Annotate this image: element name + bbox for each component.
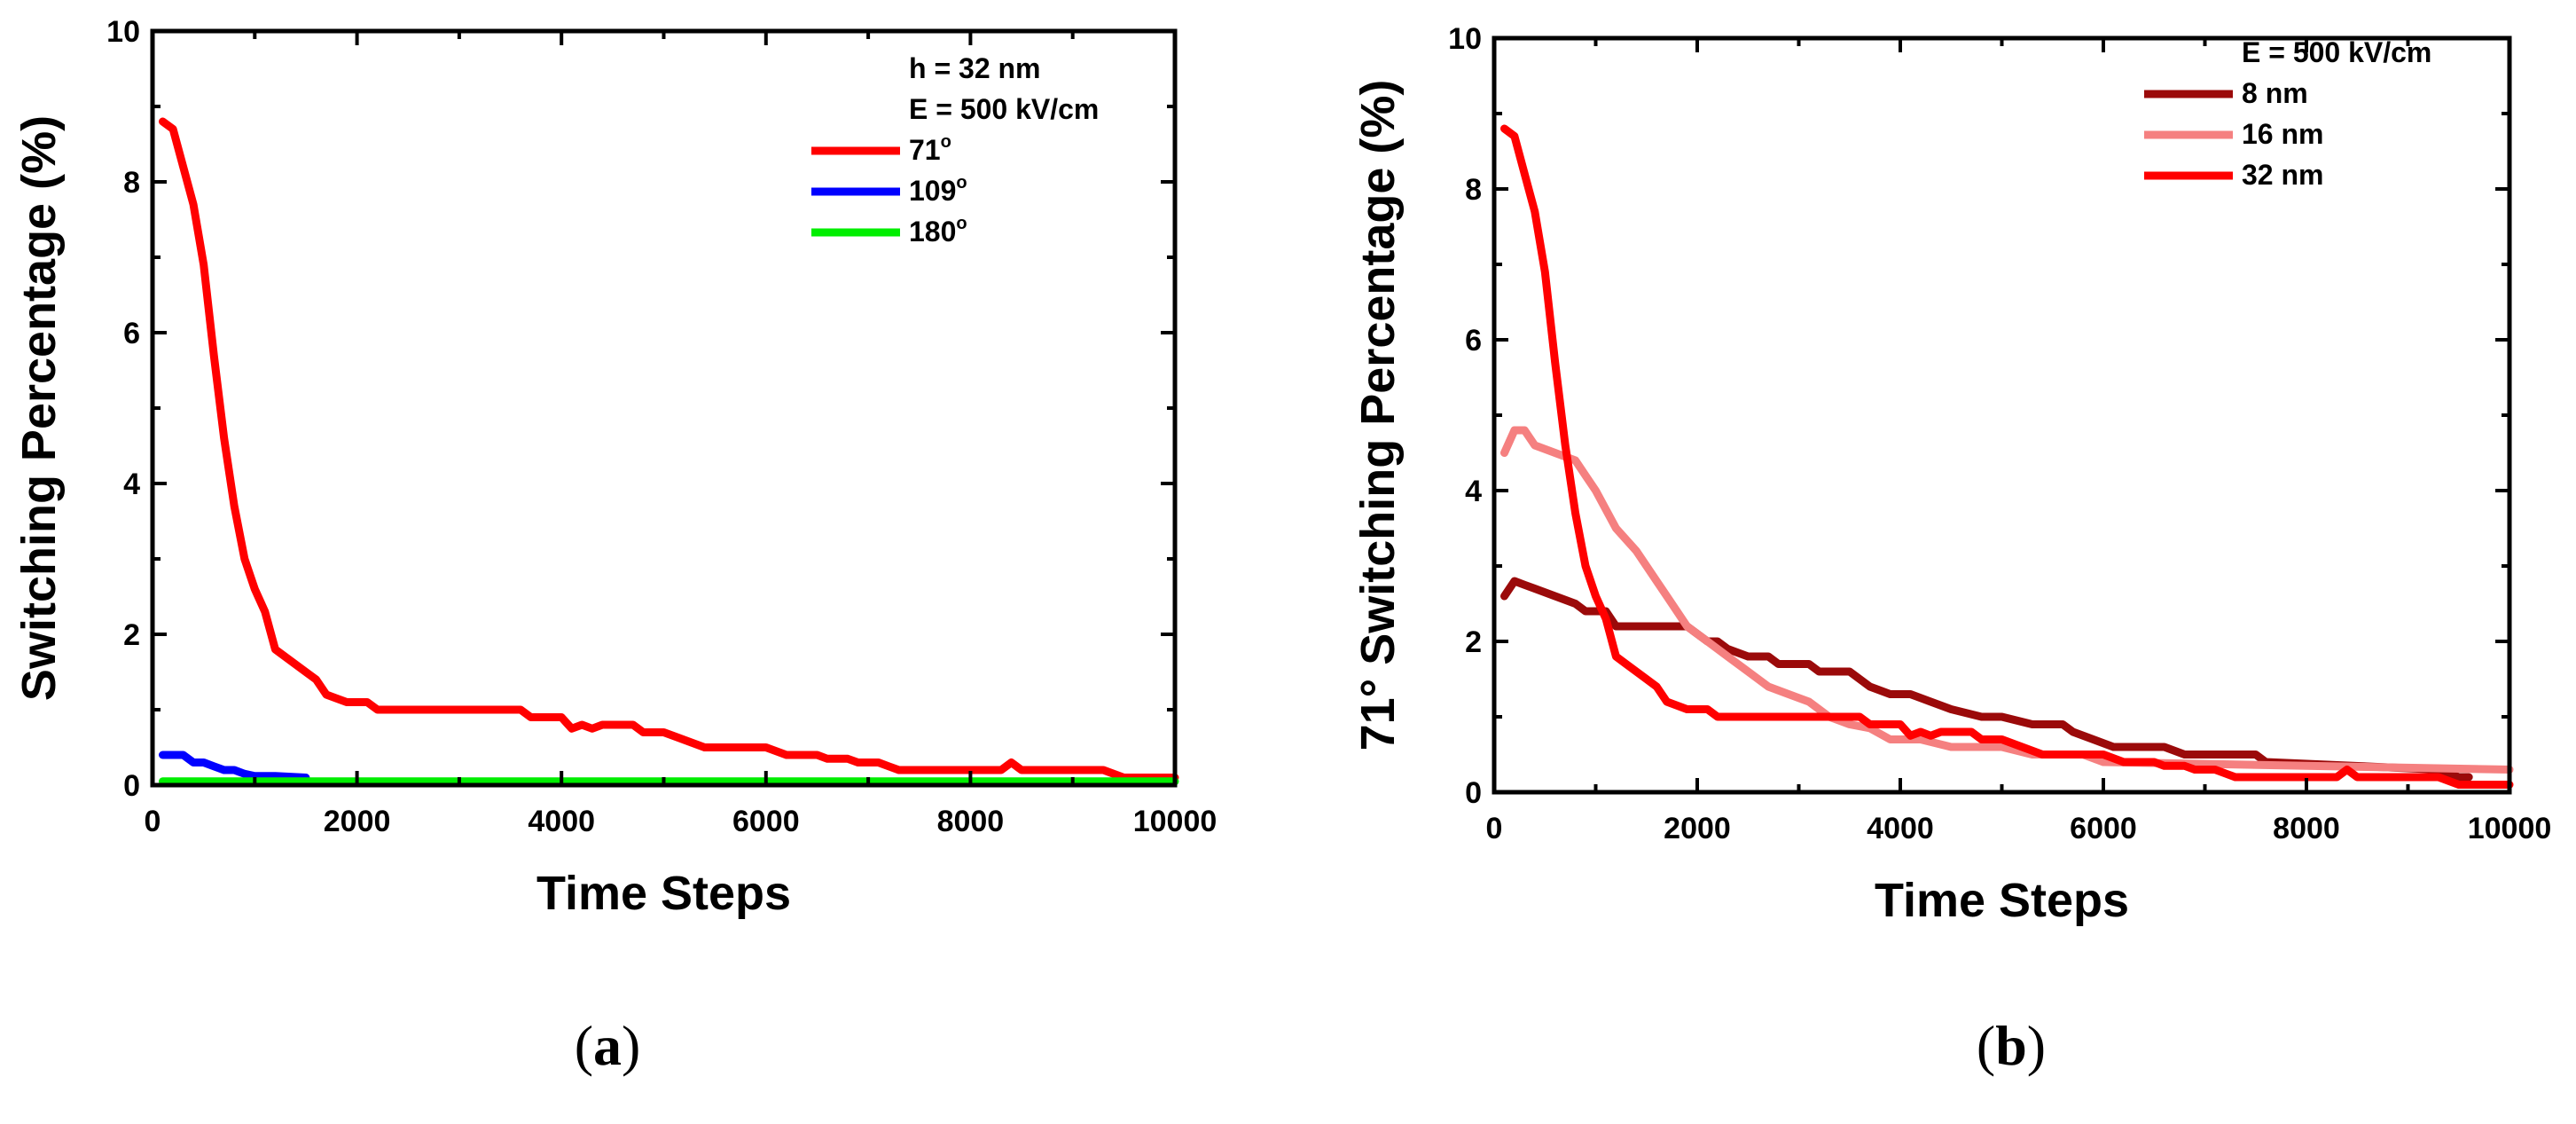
x-tick-label: 8000: [2273, 812, 2340, 845]
legend-label-degree: o: [956, 214, 967, 233]
x-tick-label: 4000: [1867, 812, 1934, 845]
x-tick-label: 6000: [2070, 812, 2137, 845]
y-tick-label: 4: [123, 468, 140, 501]
legend-label: 16 nm: [2242, 118, 2323, 150]
y-tick-label: 10: [106, 15, 140, 49]
series-line-8-nm: [1500, 577, 2473, 782]
panel-caption: (b): [1977, 1014, 2046, 1077]
y-tick-label: 0: [123, 769, 140, 803]
legend-label-main: 32 nm: [2242, 159, 2323, 191]
x-axis-title: Time Steps: [536, 867, 791, 920]
y-tick-label: 4: [1465, 475, 1482, 508]
legend-header-line: E = 500 kV/cm: [909, 93, 1099, 125]
legend-label: 32 nm: [2242, 159, 2323, 191]
y-axis-title: Switching Percentage (%): [12, 115, 66, 701]
caption-open: (: [575, 1014, 593, 1077]
x-tick-label: 0: [1486, 812, 1503, 845]
y-tick-label: 10: [1448, 22, 1482, 56]
series-line-71: [159, 117, 1179, 782]
legend-label-main: 180: [909, 216, 956, 248]
legend-label-main: 71: [909, 134, 941, 166]
y-tick-label: 8: [123, 166, 140, 200]
legend-label-main: 16 nm: [2242, 118, 2323, 150]
panel-caption: (a): [575, 1014, 641, 1077]
legend-label: 109o: [909, 173, 967, 207]
chart-panel-b: 0 2000 4000 6000 8000 10000 0 2 4 6 8 10 Time Steps 7…: [1351, 22, 2551, 1077]
legend-label-main: 109: [909, 175, 956, 207]
series-line-32-nm: [1500, 124, 2514, 789]
x-tick-label: 10000: [2468, 812, 2552, 845]
x-tick-label: 4000: [528, 805, 595, 838]
legend-label-degree: o: [941, 132, 951, 152]
caption-letter: a: [593, 1014, 622, 1077]
y-tick-label: 6: [123, 317, 140, 350]
legend-label-degree: o: [956, 173, 967, 193]
x-tick-label: 8000: [937, 805, 1005, 838]
chart-panel-a: 0 2000 4000 6000 8000 10000 0 2 4 6 8 10 Time Steps S…: [12, 15, 1217, 1077]
y-axis-title: 71° Switching Percentage (%): [1351, 80, 1405, 751]
caption-open: (: [1977, 1014, 1995, 1077]
x-tick-label: 6000: [732, 805, 800, 838]
y-tick-label: 6: [1465, 324, 1482, 358]
x-tick-label: 0: [145, 805, 161, 838]
caption-close: ): [622, 1014, 640, 1077]
legend-header-line: E = 500 kV/cm: [2242, 36, 2431, 68]
legend-label: 8 nm: [2242, 77, 2308, 109]
caption-close: ): [2027, 1014, 2046, 1077]
y-tick-label: 2: [123, 618, 140, 652]
y-tick-label: 0: [1465, 776, 1482, 810]
y-tick-label: 2: [1465, 625, 1482, 659]
y-tick-label: 8: [1465, 173, 1482, 207]
legend-label: 71o: [909, 132, 951, 166]
legend-label-main: 8 nm: [2242, 77, 2308, 109]
caption-letter: b: [1995, 1014, 2027, 1077]
x-axis-title: Time Steps: [1875, 874, 2129, 927]
series-line-109: [159, 751, 310, 782]
x-tick-label: 10000: [1133, 805, 1218, 838]
legend-label: 180o: [909, 214, 967, 248]
series-line-16-nm: [1500, 426, 2514, 774]
x-tick-label: 2000: [1664, 812, 1731, 845]
legend-header-line: h = 32 nm: [909, 52, 1041, 84]
x-tick-label: 2000: [324, 805, 391, 838]
